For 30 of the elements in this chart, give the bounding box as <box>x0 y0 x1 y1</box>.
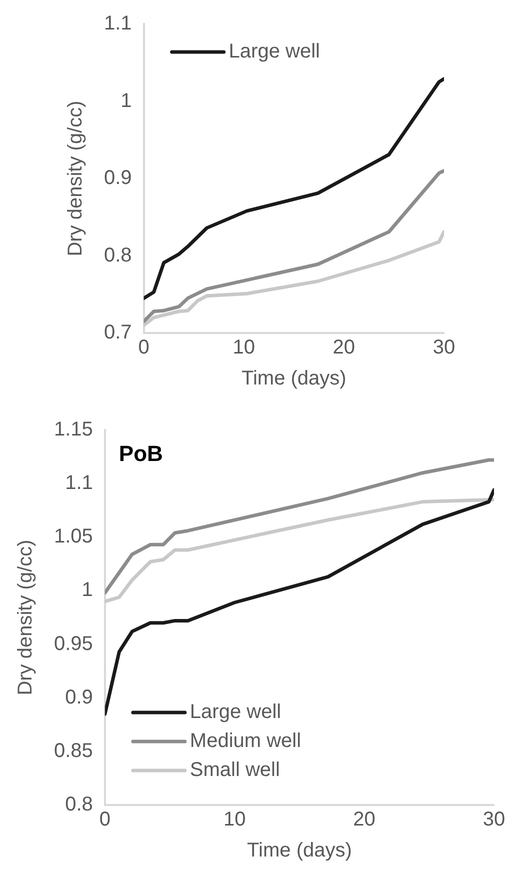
x-tick-label: 0 <box>99 808 110 831</box>
x-tick-label: 10 <box>223 808 246 831</box>
y-axis-title: Dry density (g/cc) <box>14 540 37 696</box>
text: PoB <box>118 441 163 466</box>
y-tick-label: 1.05 <box>54 526 93 548</box>
y-tick-label: 0.85 <box>54 740 93 762</box>
y-tick-label: 0.9 <box>104 167 132 190</box>
y-tick-label: 0.8 <box>104 244 132 266</box>
y-tick-label: 0.95 <box>54 632 93 655</box>
x-tick-label: 20 <box>332 336 356 359</box>
x-axis-title: Time (days) <box>241 368 346 390</box>
y-tick-label: 1 <box>120 90 132 112</box>
y-tick-label: 0.8 <box>65 794 93 816</box>
y-tick-label: 0.7 <box>104 322 132 344</box>
y-tick-label: 0.9 <box>65 686 93 708</box>
y-tick-label: 1.1 <box>65 472 93 494</box>
legend-label: Small well <box>190 759 280 782</box>
x-tick-label: 30 <box>432 336 456 359</box>
x-tick-label: 0 <box>138 336 150 359</box>
legend-label: Large well <box>190 701 282 724</box>
x-tick-label: 30 <box>482 808 506 831</box>
x-axis-title: Time (days) <box>247 840 352 862</box>
x-tick-label: 20 <box>353 808 376 831</box>
y-axis-title: Dry density (g/cc) <box>64 100 87 256</box>
y-tick-label: 1.1 <box>104 12 132 35</box>
y-tick-label: 1.15 <box>54 418 93 441</box>
legend-label: Large well <box>228 40 320 63</box>
y-tick-label: 1 <box>82 579 93 602</box>
x-tick-label: 10 <box>232 336 255 359</box>
legend-label: Medium well <box>190 730 302 752</box>
